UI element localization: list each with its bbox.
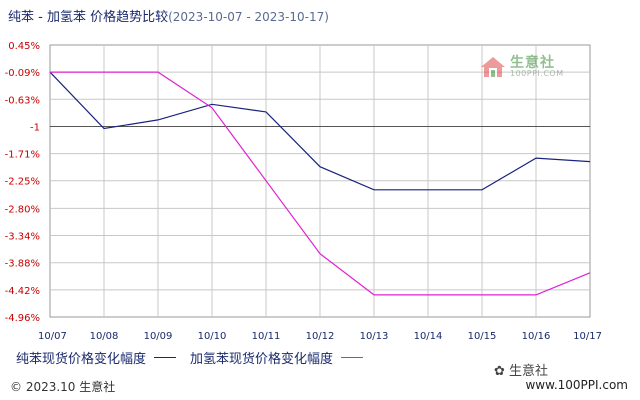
x-tick-label: 10/10 (198, 331, 227, 342)
series-line-1 (49, 71, 591, 191)
legend-label-series2: 加氢苯现货价格变化幅度 (190, 352, 334, 367)
chart-legend: 纯苯现货价格变化幅度 加氢苯现货价格变化幅度 (16, 348, 377, 367)
y-tick-label: -3.34% (5, 232, 40, 243)
y-tick-label: -3.88% (5, 259, 40, 270)
x-tick-label: 10/15 (468, 331, 497, 342)
house-logo-icon (481, 57, 505, 77)
y-tick-label: -0.63% (5, 95, 40, 106)
y-tick-label: -4.96% (5, 313, 40, 324)
x-tick-label: 10/09 (144, 331, 173, 342)
chart-title-text: 纯苯 - 加氢苯 价格趋势比较 (8, 10, 169, 25)
y-tick-label: -1 (30, 122, 40, 133)
wechat-badge: ✿ 生意社 (494, 360, 548, 379)
x-tick-label: 10/14 (414, 331, 443, 342)
chart-title: 纯苯 - 加氢苯 价格趋势比较(2023-10-07 - 2023-10-17) (8, 6, 329, 25)
legend-label-series1: 纯苯现货价格变化幅度 (16, 352, 147, 367)
brand-watermark: 生意社 100PPI.COM (480, 56, 564, 78)
x-tick-label: 10/16 (522, 331, 551, 342)
footer-site-url: www.100PPI.com (525, 378, 628, 392)
y-tick-label: -2.80% (5, 204, 40, 215)
legend-swatch-series1 (154, 357, 177, 358)
y-axis: 0.45% -0.09% -0.63% -1 -1.71% -2.25% -2.80% -3.… (5, 41, 40, 324)
y-tick-label: -4.42% (5, 286, 40, 297)
y-tick-label: -0.09% (5, 68, 40, 79)
x-tick-label: 10/12 (306, 331, 335, 342)
wechat-icon: ✿ (493, 364, 505, 379)
x-tick-label: 10/08 (90, 331, 119, 342)
y-tick-label: -1.71% (5, 150, 40, 161)
legend-item-series1: 纯苯现货价格变化幅度 (16, 348, 177, 367)
y-tick-label: -2.25% (5, 177, 40, 188)
wechat-account-name: 生意社 (508, 364, 548, 379)
chart-date-range: (2023-10-07 - 2023-10-17) (168, 10, 329, 24)
series-line-2 (50, 71, 591, 296)
grid-layer (50, 45, 590, 317)
x-axis: 10/07 10/08 10/09 10/10 10/11 10/12 10/13 10/14… (38, 331, 602, 342)
series-layer (49, 71, 591, 296)
x-tick-label: 10/07 (38, 331, 67, 342)
footer-copyright: © 2023.10 生意社 (10, 380, 116, 394)
x-tick-label: 10/17 (573, 331, 602, 342)
legend-swatch-series2 (341, 357, 364, 358)
x-tick-label: 10/11 (252, 331, 281, 342)
y-tick-label: 0.45% (8, 41, 40, 52)
brand-name: 生意社 (510, 55, 555, 71)
brand-domain: 100PPI.COM (510, 69, 564, 78)
legend-item-series2: 加氢苯现货价格变化幅度 (190, 348, 364, 367)
x-tick-label: 10/13 (360, 331, 389, 342)
